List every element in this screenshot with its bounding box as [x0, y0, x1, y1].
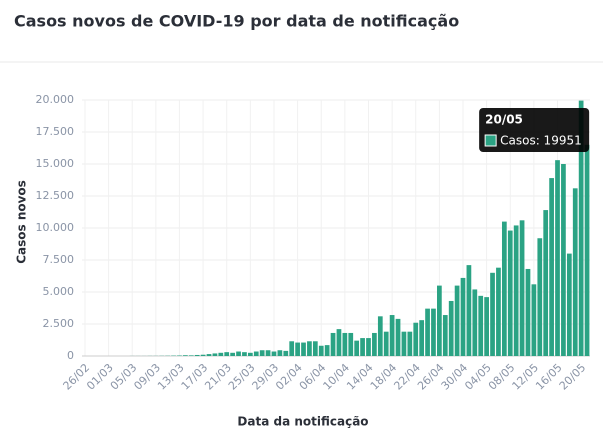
bar	[419, 320, 425, 356]
bar	[466, 265, 472, 356]
bar	[253, 351, 259, 356]
bar	[572, 188, 578, 356]
bar	[224, 352, 230, 356]
bar	[543, 210, 549, 356]
y-tick-label: 5.000	[43, 285, 75, 298]
bar	[413, 322, 419, 356]
bar	[277, 350, 283, 356]
bar	[200, 354, 206, 356]
tooltip-box	[479, 108, 590, 152]
bar	[289, 341, 295, 356]
bar	[271, 351, 277, 356]
bar	[206, 354, 212, 356]
y-tick-label: 15.000	[36, 157, 75, 170]
bar	[259, 350, 265, 356]
bar	[513, 225, 519, 356]
bar	[531, 284, 537, 356]
bar	[354, 340, 360, 356]
bar	[360, 338, 365, 356]
bar	[478, 295, 484, 356]
bar	[318, 345, 324, 356]
bar	[218, 352, 224, 356]
bar	[348, 332, 354, 356]
bar	[389, 315, 395, 356]
bar	[407, 331, 413, 356]
bar	[395, 318, 401, 356]
bar	[307, 341, 312, 356]
bar	[265, 350, 271, 356]
bar	[401, 331, 407, 356]
bar	[177, 355, 182, 356]
bar	[448, 300, 454, 356]
y-tick-label: 2.500	[43, 317, 75, 330]
x-axis-title: Data da notificação	[237, 415, 368, 429]
bar	[501, 221, 507, 356]
y-axis-title: Casos novos	[15, 180, 29, 264]
bar	[283, 350, 289, 356]
bar	[425, 308, 430, 356]
y-tick-label: 10.000	[36, 221, 75, 234]
bar	[188, 355, 194, 356]
bar	[507, 230, 513, 356]
bar	[342, 332, 348, 356]
bar	[242, 352, 247, 356]
bar	[324, 345, 330, 356]
bar	[383, 331, 389, 356]
bar	[490, 272, 495, 356]
bar	[312, 341, 318, 356]
bar	[377, 316, 383, 356]
bar	[561, 164, 566, 356]
y-tick-label: 17.500	[36, 125, 75, 138]
bar	[566, 253, 572, 356]
y-tick-label: 0	[67, 349, 74, 362]
bar	[460, 277, 466, 356]
bar	[484, 297, 489, 356]
y-tick-label: 20.000	[36, 93, 75, 106]
bar	[212, 353, 218, 356]
bar	[496, 267, 501, 356]
bar	[230, 352, 235, 356]
bar	[247, 352, 253, 356]
bar	[437, 285, 442, 356]
bar	[431, 308, 436, 356]
bar	[330, 332, 336, 356]
bar	[549, 178, 554, 356]
bar	[183, 355, 188, 356]
bar	[472, 289, 478, 356]
bar	[525, 268, 531, 356]
y-tick-label: 7.500	[43, 253, 75, 266]
bar	[295, 342, 300, 356]
bar	[372, 332, 377, 356]
bar	[236, 351, 241, 356]
bar	[537, 238, 543, 356]
bar	[366, 338, 371, 356]
bar	[454, 285, 460, 356]
tooltip-text: Casos: 19951	[500, 134, 582, 148]
bar	[301, 342, 306, 356]
bar	[555, 160, 560, 356]
tooltip: 20/05 Casos: 19951	[479, 108, 590, 152]
tooltip-title: 20/05	[485, 113, 523, 127]
y-tick-label: 12.500	[36, 189, 75, 202]
bar	[442, 315, 448, 356]
bar	[519, 220, 525, 356]
bar	[584, 144, 590, 356]
chart-title: Casos novos de COVID-19 por data de noti…	[14, 12, 459, 31]
bar	[578, 100, 584, 356]
tooltip-swatch	[484, 134, 497, 147]
bar	[336, 329, 342, 356]
bar	[194, 354, 200, 356]
